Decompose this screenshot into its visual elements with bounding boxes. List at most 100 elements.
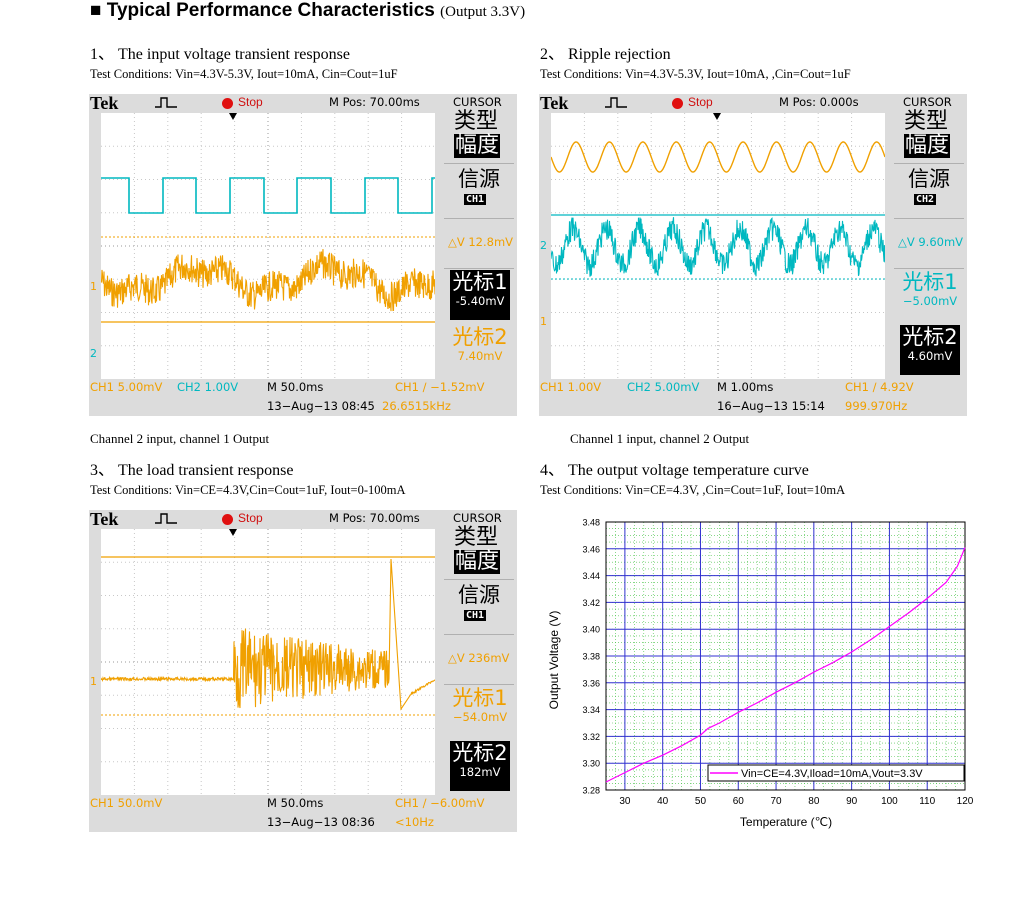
y-tick-label: 3.34 [582, 705, 600, 715]
cursor-1-label: 光标1 [452, 686, 508, 710]
menu-source-channel: CH1 [464, 194, 487, 205]
cursor-1-box: 光标1 −5.00mV [900, 270, 960, 320]
menu-separator [894, 218, 964, 219]
scope-capture-1: Tek Stop M Pos: 70.00ms CURSOR 1 2 类型 幅度… [89, 94, 517, 416]
menu-type-value: 幅度 [454, 133, 501, 158]
cursor-1-value: −5.00mV [902, 294, 958, 308]
menu-separator [894, 268, 964, 269]
m-pos: M Pos: 0.000s [779, 95, 859, 109]
menu-separator [444, 268, 514, 269]
cursor-1-label: 光标1 [452, 270, 508, 294]
cursor-1-label: 光标1 [902, 270, 958, 294]
scope-screen [551, 113, 885, 379]
ch2-ripple-trace [551, 217, 885, 277]
run-state: Stop [688, 95, 713, 109]
x-tick-label: 50 [695, 796, 707, 807]
menu-title: CURSOR [453, 511, 502, 525]
delta-v: △V 236mV [448, 651, 510, 665]
cursor-menu: 类型 幅度 信源 CH1 △V 236mV 光标1 −54.0mV 光标2 18… [440, 526, 517, 802]
stop-indicator-icon [672, 98, 683, 109]
menu-separator [894, 163, 964, 164]
cursor-2-value: 182mV [459, 765, 501, 779]
x-tick-label: 30 [619, 796, 631, 807]
cursor-2-label: 光标2 [452, 741, 508, 765]
section-2-title: 2、 Ripple rejection [540, 46, 671, 63]
y-tick-label: 3.30 [582, 759, 600, 769]
section-3-conditions: Test Conditions: Vin=CE=4.3V,Cin=Cout=1u… [90, 483, 406, 497]
y-tick-label: 3.48 [582, 518, 600, 528]
menu-source-channel: CH2 [914, 194, 937, 205]
ch2-scale: CH2 1.00V [177, 380, 239, 394]
stop-indicator-icon [222, 514, 233, 525]
cursor-1-box: 光标1 −54.0mV [450, 686, 510, 736]
ch1-scale: CH1 50.0mV [90, 796, 163, 810]
scope-brand: Tek [90, 94, 119, 113]
scope-capture-2: Tek Stop M Pos: 0.000s CURSOR 2 1 类型 幅度 … [539, 94, 967, 416]
legend-box [707, 764, 965, 782]
trigger-level: CH1 ∕ 4.92V [845, 380, 914, 394]
ch2-scale: CH2 5.00mV [627, 380, 700, 394]
cursor-1-value: −54.0mV [452, 710, 508, 724]
ch1-sine-wave [551, 141, 885, 173]
menu-source-label: 信源 [458, 167, 500, 191]
ch2-square-wave [101, 177, 435, 214]
ch1-load-transient-trace [101, 558, 435, 711]
page-subtitle: (Output 3.3V) [440, 4, 526, 20]
scope-brand: Tek [90, 510, 119, 529]
trigger-level: CH1 ∕ −1.52mV [395, 380, 485, 394]
scope-screen [101, 113, 435, 379]
y-axis-label: Output Voltage (V) [547, 611, 561, 710]
ch1-marker: 1 [90, 675, 97, 688]
cursor-menu: 类型 幅度 信源 CH2 △V 9.60mV 光标1 −5.00mV 光标2 4… [890, 110, 967, 386]
section-1-conditions: Test Conditions: Vin=4.3V-5.3V, Iout=10m… [90, 67, 398, 81]
x-axis-label: Temperature (℃) [740, 815, 832, 829]
y-tick-label: 3.38 [582, 652, 600, 662]
ch1-scale: CH1 1.00V [540, 380, 602, 394]
menu-title: CURSOR [903, 95, 952, 109]
menu-separator [444, 218, 514, 219]
cursor-1-value: -5.40mV [455, 294, 505, 308]
page-title: ■ Typical Performance Characteristics (O… [90, 0, 525, 22]
legend-entry: Vin=CE=4.3V,Iload=10mA,Vout=3.3V [741, 768, 923, 780]
cursor-2-label: 光标2 [902, 325, 958, 349]
menu-separator [444, 579, 514, 580]
frequency: <10Hz [395, 815, 434, 829]
ch1-marker: 1 [90, 280, 97, 293]
delta-v: △V 9.60mV [898, 235, 964, 249]
scope-brand: Tek [540, 94, 569, 113]
menu-type-label: 类型 [904, 109, 949, 134]
timebase: M 50.0ms [267, 380, 324, 394]
trigger-pulse-icon [605, 97, 627, 108]
delta-v: △V 12.8mV [448, 235, 514, 249]
section-4-conditions: Test Conditions: Vin=CE=4.3V, ,Cin=Cout=… [540, 483, 846, 497]
y-tick-label: 3.42 [582, 598, 600, 608]
trigger-pulse-icon [155, 513, 177, 524]
menu-separator [444, 684, 514, 685]
menu-title: CURSOR [453, 95, 502, 109]
title-square-icon: ■ [90, 0, 102, 21]
capture-date: 16−Aug−13 15:14 [717, 399, 825, 413]
stop-indicator-icon [222, 98, 233, 109]
run-state: Stop [238, 95, 263, 109]
x-tick-label: 60 [733, 796, 745, 807]
cursor-2-label: 光标2 [452, 325, 508, 349]
scope-grid [101, 113, 434, 378]
y-tick-label: 3.40 [582, 625, 600, 635]
trigger-position-marker [713, 113, 721, 120]
menu-separator [444, 163, 514, 164]
x-tick-label: 100 [881, 796, 898, 807]
x-tick-label: 80 [808, 796, 820, 807]
frequency: 999.970Hz [845, 399, 908, 413]
trigger-position-marker [229, 529, 237, 536]
series-line [605, 547, 966, 783]
section-1-title: 1、 The input voltage transient response [90, 46, 350, 63]
menu-type-label: 类型 [454, 109, 499, 134]
timebase: M 50.0ms [267, 796, 324, 810]
section-4-title: 4、 The output voltage temperature curve [540, 462, 809, 479]
y-tick-label: 3.36 [582, 678, 600, 688]
scope-capture-3: Tek Stop M Pos: 70.00ms CURSOR 1 类型 幅度 信… [89, 510, 517, 832]
section-1-caption: Channel 2 input, channel 1 Output [90, 431, 270, 446]
cursor-2-value: 4.60mV [907, 349, 953, 363]
cursor-2-box: 光标2 182mV [450, 741, 510, 791]
frequency: 26.6515kHz [382, 399, 451, 413]
